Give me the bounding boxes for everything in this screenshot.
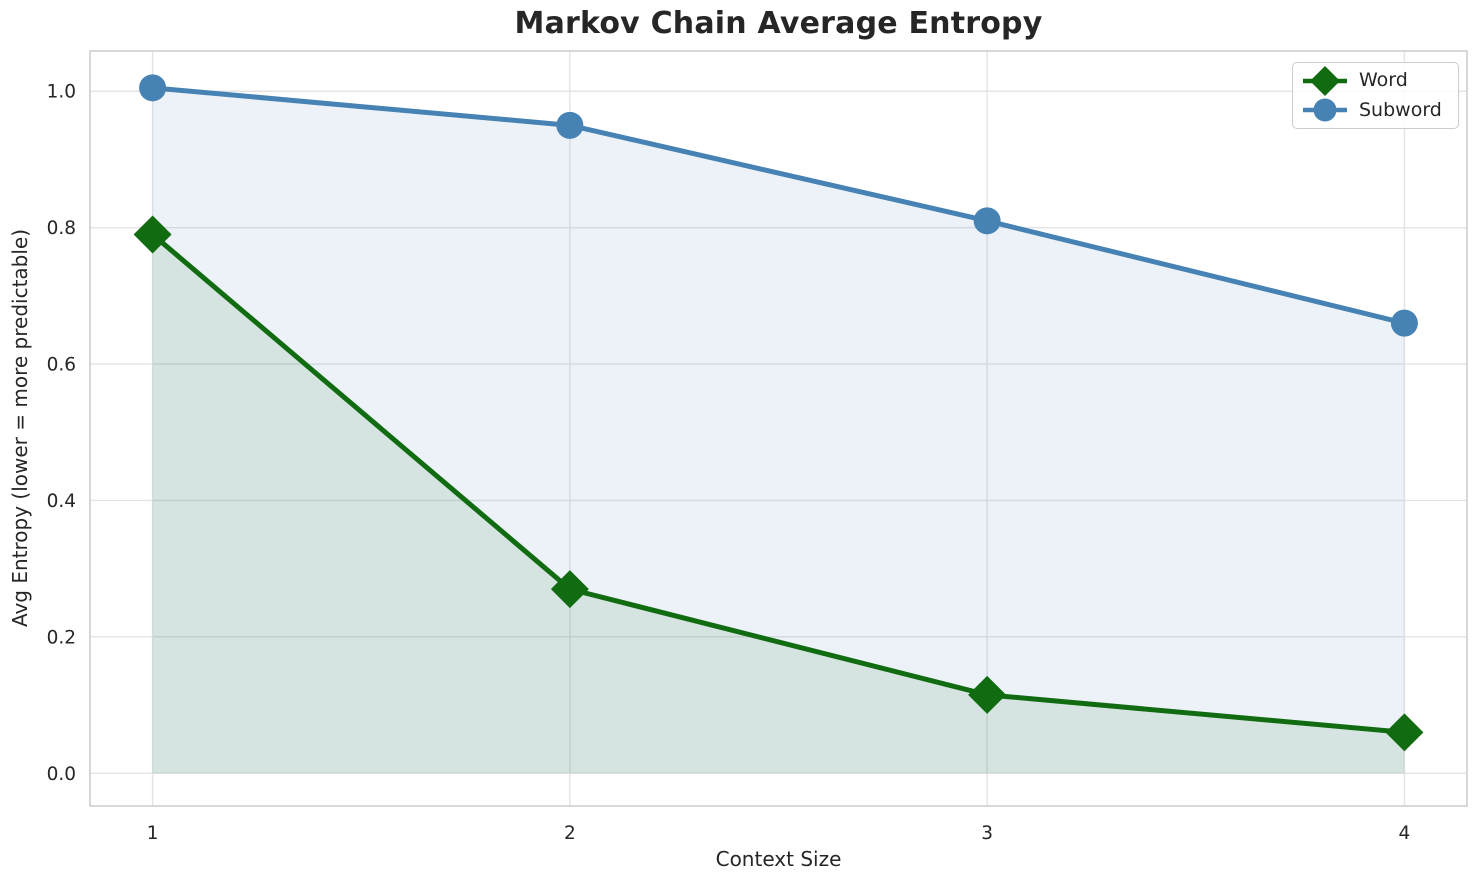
subword-area-fill xyxy=(152,87,1405,774)
chart-title: Markov Chain Average Entropy xyxy=(514,6,1043,41)
word-series-sample-icon xyxy=(1303,65,1347,96)
word-area-fill xyxy=(152,234,1405,774)
x-tick-label: 3 xyxy=(981,823,993,844)
y-tick-label: 0.2 xyxy=(47,627,76,648)
subword-marker xyxy=(139,74,167,102)
y-tick-label: 0.4 xyxy=(47,491,76,512)
word-marker xyxy=(968,675,1007,714)
x-tick-label: 1 xyxy=(147,823,159,844)
y-tick-label: 1.0 xyxy=(47,82,76,103)
y-tick-label: 0.6 xyxy=(47,355,76,376)
y-tick-label: 0.0 xyxy=(47,764,76,785)
legend-item-word: Word xyxy=(1301,65,1450,96)
subword-marker xyxy=(1390,309,1418,337)
legend-item-subword: Subword xyxy=(1301,96,1450,126)
axes-border xyxy=(89,50,1468,807)
x-tick-label: 2 xyxy=(564,823,576,844)
word-marker xyxy=(550,570,589,609)
subword-marker xyxy=(973,207,1001,235)
legend: Word Subword xyxy=(1292,62,1459,129)
x-axis-label: Context Size xyxy=(715,847,842,871)
legend-label-word: Word xyxy=(1359,69,1408,92)
x-tick-label: 4 xyxy=(1399,823,1411,844)
y-axis-label: Avg Entropy (lower = more predictable) xyxy=(8,228,32,628)
subword-line xyxy=(152,85,1406,326)
word-marker xyxy=(1385,713,1424,752)
subword-marker xyxy=(556,111,584,139)
legend-label-subword: Subword xyxy=(1359,98,1442,121)
word-marker xyxy=(133,215,172,254)
legend-diamond-marker-icon xyxy=(1310,65,1340,96)
subword-series-sample-icon xyxy=(1303,98,1347,122)
y-tick-label: 0.8 xyxy=(47,218,76,239)
legend-circle-marker-icon xyxy=(1313,98,1337,122)
plot-background xyxy=(90,51,1467,806)
word-line xyxy=(150,232,1405,735)
